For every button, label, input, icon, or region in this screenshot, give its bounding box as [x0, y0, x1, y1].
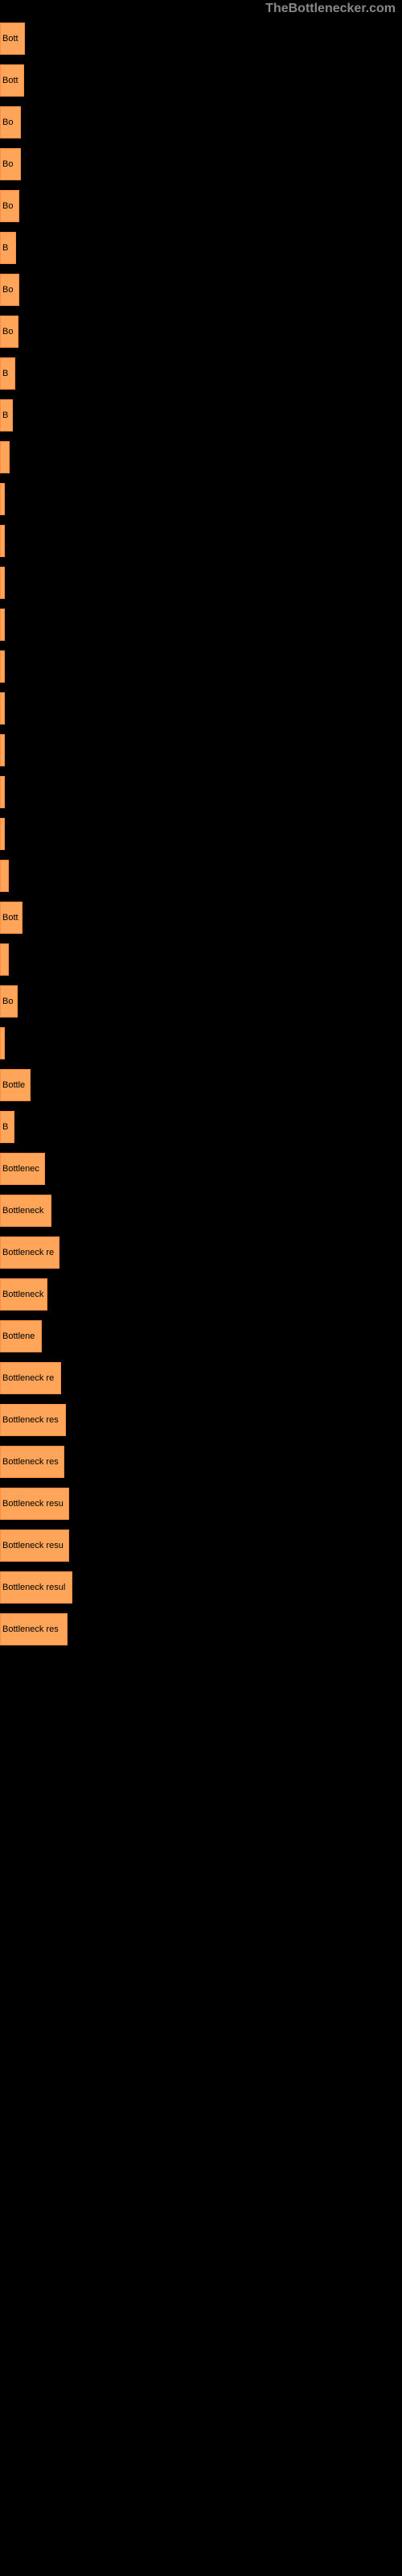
- bar-row: Bott: [0, 18, 402, 60]
- bar-row: Bottleneck: [0, 1190, 402, 1232]
- bar: [0, 441, 10, 473]
- bar: Bott: [0, 23, 25, 55]
- bar: B: [0, 232, 16, 264]
- bar: Bottleneck: [0, 1278, 47, 1311]
- bar-row: Bottleneck resu: [0, 1525, 402, 1567]
- bar: Bottleneck re: [0, 1362, 61, 1394]
- bar: Bo: [0, 274, 19, 306]
- bar-row: Bottlenec: [0, 1148, 402, 1190]
- bar: Bottleneck resu: [0, 1488, 69, 1520]
- bar: Bottlene: [0, 1320, 42, 1352]
- bar: Bott: [0, 64, 24, 97]
- bar-row: Bo: [0, 101, 402, 143]
- bar: Bo: [0, 985, 18, 1018]
- bar-row: [0, 729, 402, 771]
- bar: Bo: [0, 106, 21, 138]
- bar: [0, 943, 9, 976]
- bar-row: Bott: [0, 60, 402, 101]
- bar: Bottle: [0, 1069, 31, 1101]
- bar: Bo: [0, 148, 21, 180]
- bar-row: [0, 520, 402, 562]
- bar: [0, 692, 5, 724]
- bar-row: Bo: [0, 143, 402, 185]
- bar: [0, 734, 5, 766]
- bar-row: Bottleneck: [0, 1274, 402, 1315]
- bar: Bottleneck res: [0, 1613, 68, 1645]
- bar: [0, 483, 5, 515]
- bar: [0, 525, 5, 557]
- bar-row: Bottleneck resu: [0, 1483, 402, 1525]
- bar: Bottleneck resu: [0, 1530, 69, 1562]
- bar-row: Bott: [0, 897, 402, 939]
- bar: B: [0, 357, 15, 390]
- bar: Bottleneck res: [0, 1404, 66, 1436]
- bar-row: [0, 855, 402, 897]
- bar-row: Bo: [0, 185, 402, 227]
- bar-row: Bottle: [0, 1064, 402, 1106]
- bar-row: Bo: [0, 269, 402, 311]
- bar-row: Bottleneck re: [0, 1357, 402, 1399]
- bar-row: [0, 478, 402, 520]
- bar-row: [0, 771, 402, 813]
- bars-area: BottBottBoBoBoBBoBoBBBottBoBottleBBottle…: [0, 0, 402, 1650]
- bar-row: Bo: [0, 311, 402, 353]
- bar-row: Bottleneck res: [0, 1399, 402, 1441]
- bar-row: Bottleneck res: [0, 1608, 402, 1650]
- bar: [0, 1027, 5, 1059]
- bar-row: [0, 813, 402, 855]
- bar: [0, 650, 5, 683]
- bar-row: B: [0, 227, 402, 269]
- bar: Bottleneck res: [0, 1446, 64, 1478]
- bar: [0, 609, 5, 641]
- bar-row: Bo: [0, 980, 402, 1022]
- bar-row: [0, 939, 402, 980]
- bar: Bottleneck re: [0, 1236, 59, 1269]
- bar: Bottleneck: [0, 1195, 51, 1227]
- bar-row: Bottleneck re: [0, 1232, 402, 1274]
- bar-row: B: [0, 353, 402, 394]
- bar-row: [0, 436, 402, 478]
- bar-row: Bottlene: [0, 1315, 402, 1357]
- bar-row: B: [0, 394, 402, 436]
- bar: Bott: [0, 902, 23, 934]
- bar-row: [0, 562, 402, 604]
- bar: Bo: [0, 316, 18, 348]
- bar-row: Bottleneck res: [0, 1441, 402, 1483]
- watermark-text: TheBottlenecker.com: [265, 2, 396, 16]
- bar-row: [0, 646, 402, 687]
- bar: [0, 818, 5, 850]
- bar: B: [0, 399, 13, 431]
- bar: Bo: [0, 190, 19, 222]
- bar: B: [0, 1111, 14, 1143]
- bar-row: [0, 604, 402, 646]
- bar: [0, 567, 5, 599]
- bar: [0, 776, 5, 808]
- bar-row: [0, 1022, 402, 1064]
- bar: [0, 860, 9, 892]
- bar-row: [0, 687, 402, 729]
- bar: Bottleneck resul: [0, 1571, 72, 1604]
- bar-row: B: [0, 1106, 402, 1148]
- bar: Bottlenec: [0, 1153, 45, 1185]
- bar-row: Bottleneck resul: [0, 1567, 402, 1608]
- chart-container: TheBottlenecker.com Bott Bott Bo Bo Bo B Bo Bo B…: [0, 0, 402, 1650]
